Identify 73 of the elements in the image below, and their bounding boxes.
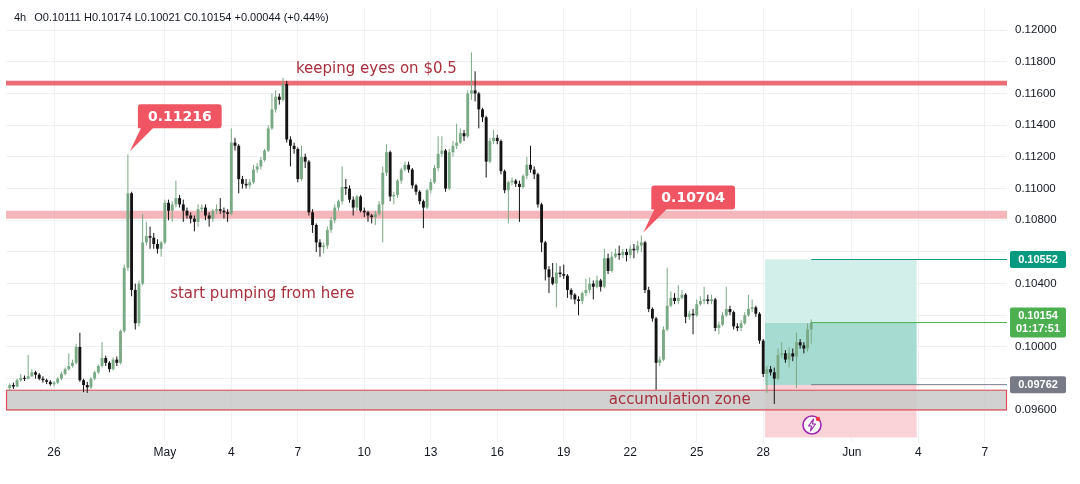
x-tick-label: 7 <box>981 444 989 459</box>
candlestick <box>606 253 610 275</box>
candlestick <box>26 354 30 380</box>
candlestick <box>795 332 798 389</box>
x-tick-label: 4 <box>227 444 235 459</box>
y-tick-label: 0.10000 <box>1015 340 1057 353</box>
candlestick <box>591 279 595 300</box>
x-tick-label: 19 <box>557 444 571 459</box>
y-tick-label: 0.10400 <box>1015 276 1057 289</box>
x-tick-label: 10 <box>357 444 372 459</box>
candlestick <box>610 251 614 274</box>
y-tick-label: 0.11600 <box>1015 86 1056 99</box>
candlestick <box>433 164 436 185</box>
candlestick <box>554 262 558 308</box>
candlestick <box>665 267 669 332</box>
candlestick <box>252 164 255 185</box>
candlestick <box>724 286 728 318</box>
annotation: start pumping from here <box>170 284 355 303</box>
candlestick <box>529 145 532 174</box>
y-tick-label: 0.11200 <box>1015 150 1056 163</box>
y-tick-label: 0.11000 <box>1015 181 1056 194</box>
x-tick-label: 22 <box>623 444 638 459</box>
candlestick <box>809 318 813 345</box>
candlestick <box>74 343 78 365</box>
candlestick <box>436 135 440 172</box>
candlestick <box>314 222 318 253</box>
ref-line-label: 0.10552 <box>1018 252 1058 265</box>
chart-title: 4h <box>14 11 27 23</box>
candlestick <box>566 273 569 299</box>
annotation: 0.10704 <box>661 189 726 206</box>
candlestick <box>787 346 791 369</box>
y-tick-label: 0.11800 <box>1015 55 1056 68</box>
x-tick-label: 26 <box>47 444 62 459</box>
candlestick <box>385 143 388 177</box>
band-label: keeping eyes on $0.5 <box>295 59 457 78</box>
candlestick <box>702 286 706 305</box>
x-tick-label: 13 <box>424 444 438 459</box>
candlestick <box>288 135 292 167</box>
annotation: 0.11216 <box>147 108 212 124</box>
x-tick-label: 16 <box>490 444 505 459</box>
candlestick <box>196 203 200 228</box>
candlestick <box>806 322 809 353</box>
y-tick-label: 0.12000 <box>1015 23 1057 36</box>
y-tick-label: 0.09600 <box>1015 403 1057 416</box>
candlestick <box>396 178 399 199</box>
y-tick-label: 0.10800 <box>1015 213 1057 226</box>
x-tick-label: 4 <box>915 444 923 459</box>
candlestick <box>621 248 625 259</box>
band-label: accumulation zone <box>608 389 751 408</box>
ref-line-label: 0.09762 <box>1018 377 1058 390</box>
candlestick <box>167 199 170 221</box>
candlestick <box>747 294 750 318</box>
x-tick-label: Jun <box>842 444 862 459</box>
ref-line-label: 0.10154 01:17:51 <box>1015 309 1061 335</box>
x-tick-label: 25 <box>690 444 704 459</box>
candlestick <box>765 365 769 394</box>
candlestick <box>144 221 148 247</box>
candlestick <box>577 295 580 316</box>
x-tick-label: 28 <box>756 444 771 459</box>
candlestick <box>181 199 185 223</box>
y-tick-label: 0.11400 <box>1015 118 1056 131</box>
candlestick <box>340 165 344 205</box>
candlestick <box>300 145 303 182</box>
x-tick-label: May <box>153 444 177 459</box>
chart-subtitle: O0.10111 H0.10174 L0.10021 C0.10154 +0.00044 (+0.44%) <box>34 11 329 23</box>
candlestick <box>469 51 473 101</box>
candlestick <box>421 199 425 229</box>
candlestick <box>750 298 754 313</box>
candlestick <box>488 137 492 164</box>
x-tick-label: 7 <box>294 444 302 459</box>
candlestick <box>351 195 355 216</box>
bar <box>764 259 917 323</box>
candlestick <box>506 180 510 224</box>
